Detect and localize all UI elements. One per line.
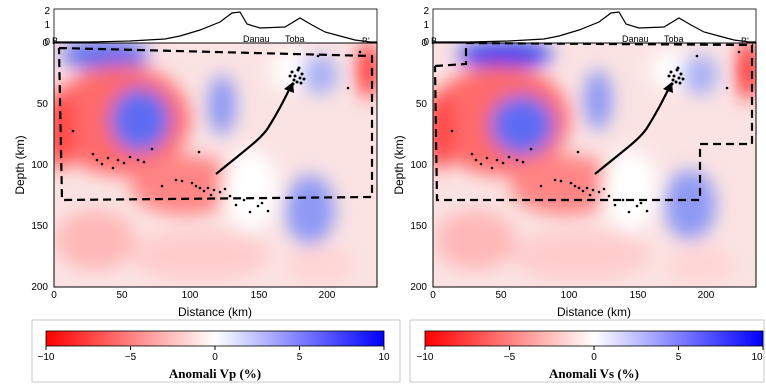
topo-tick: 1 — [44, 20, 50, 31]
x-tick: 150 — [251, 290, 268, 301]
colorbar-gradient — [45, 330, 385, 347]
topo-tick: 0 — [423, 37, 429, 48]
profile-start-label: B — [431, 36, 437, 46]
colorbar-tick: −5 — [504, 352, 516, 363]
panel-vs: 2 1 0 B B' Danau Toba — [392, 6, 765, 383]
x-tick: 100 — [561, 290, 578, 301]
x-tick: 0 — [51, 290, 57, 301]
section-frame — [53, 42, 378, 288]
hypocenters — [71, 50, 362, 214]
topo-tick: 0 — [44, 37, 50, 48]
y-tick: 50 — [416, 99, 428, 110]
velocity-anomaly-field — [54, 43, 377, 287]
topo-tick: 2 — [423, 6, 429, 17]
y-axis: 0 50 100 150 200 Depth (km) — [392, 38, 427, 293]
y-tick: 100 — [410, 160, 427, 171]
x-axis: 0 50 100 150 200 Distance (km) — [51, 290, 336, 319]
colorbar-tick: 5 — [297, 352, 303, 363]
colorbar-vs: −10 −5 0 5 10 Anomali Vs (%) — [409, 319, 765, 383]
place-label-danau: Danau — [243, 34, 270, 44]
place-label-toba: Toba — [664, 34, 684, 44]
resolution-outline — [57, 46, 374, 202]
x-tick: 50 — [116, 290, 128, 301]
topography-profile: 2 1 0 B B' Danau Toba — [44, 6, 378, 48]
colorbar-tick: 5 — [676, 352, 682, 363]
place-label-danau: Danau — [622, 34, 649, 44]
y-tick: 200 — [31, 282, 48, 293]
profile-start-label: B — [52, 36, 58, 46]
place-label-toba: Toba — [285, 34, 305, 44]
colorbar-vp: −10 −5 0 5 10 Anomali Vp (%) — [31, 319, 401, 383]
x-tick: 50 — [495, 290, 507, 301]
velocity-anomaly-field — [433, 43, 756, 287]
x-tick: 200 — [698, 290, 715, 301]
x-tick: 0 — [430, 290, 436, 301]
x-tick: 200 — [319, 290, 336, 301]
y-tick: 150 — [31, 221, 48, 232]
colorbar-gradient — [424, 330, 764, 347]
y-axis-label: Depth (km) — [392, 135, 406, 194]
colorbar-tick: −10 — [38, 352, 55, 363]
colorbar-title: Anomali Vp (%) — [169, 366, 261, 381]
topo-tick: 1 — [423, 20, 429, 31]
y-tick: 0 — [42, 38, 48, 49]
colorbar-tick: 10 — [378, 352, 390, 363]
resolution-outline — [433, 41, 754, 202]
y-axis-label: Depth (km) — [13, 135, 27, 194]
x-axis-label: Distance (km) — [557, 305, 631, 319]
hypocenters — [450, 50, 741, 214]
y-tick: 200 — [410, 282, 427, 293]
y-tick: 50 — [37, 99, 49, 110]
y-tick: 0 — [421, 38, 427, 49]
magma-path-arrow — [215, 82, 294, 175]
y-tick: 100 — [31, 160, 48, 171]
y-tick: 150 — [410, 221, 427, 232]
x-tick: 150 — [630, 290, 647, 301]
x-axis: 0 50 100 150 200 Distance (km) — [430, 290, 715, 319]
magma-path-arrow — [594, 82, 673, 175]
profile-end-label: B' — [741, 36, 749, 46]
colorbar-tick: 10 — [751, 352, 763, 363]
colorbar-tick: −10 — [417, 352, 434, 363]
colorbar-tick: 0 — [212, 352, 218, 363]
colorbar-tick: 0 — [591, 352, 597, 363]
topo-tick: 2 — [44, 6, 50, 17]
colorbar-title: Anomali Vs (%) — [549, 366, 639, 381]
y-axis: 0 50 100 150 200 Depth (km) — [13, 38, 48, 293]
colorbar-tick: −5 — [125, 352, 137, 363]
x-axis-label: Distance (km) — [178, 305, 252, 319]
topography-profile: 2 1 0 B B' Danau Toba — [423, 6, 757, 48]
section-frame — [432, 42, 757, 288]
profile-end-label: B' — [362, 36, 370, 46]
x-tick: 100 — [182, 290, 199, 301]
panel-vp: 2 1 0 B B' Danau Toba — [13, 6, 401, 383]
